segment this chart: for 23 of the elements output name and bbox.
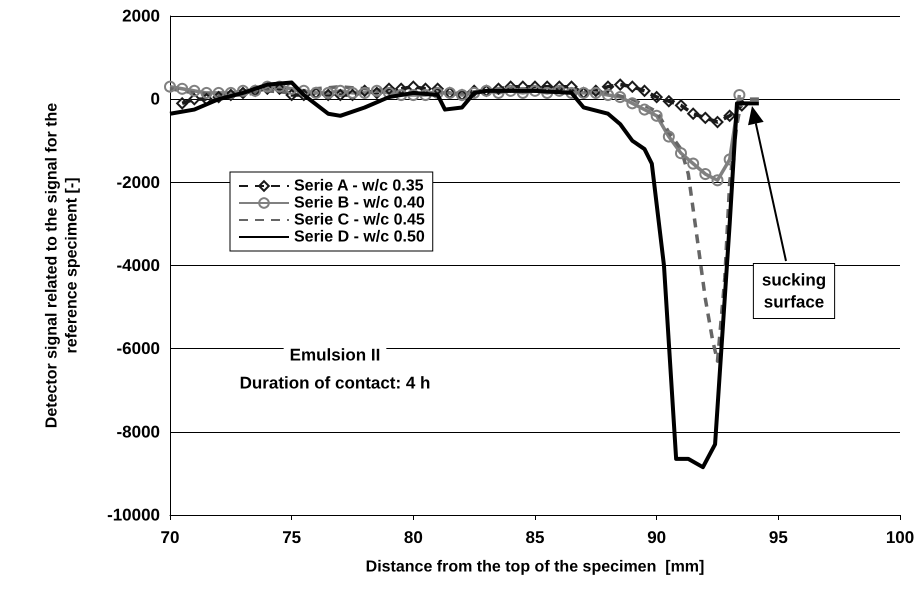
annotation: sucking surface (762, 270, 826, 312)
y-axis-title: Detector signal related to the signal for the reference speciment [-] (44, 102, 80, 428)
x-tick-label: 100 (886, 528, 914, 547)
x-tick-label: 90 (647, 528, 666, 547)
legend-label: Serie C - w/c 0.45 (294, 212, 425, 228)
x-tick-label: 85 (526, 528, 544, 547)
x-tick-label: 70 (160, 528, 180, 547)
legend-label: Serie B - w/c 0.40 (294, 194, 425, 212)
legend-label: Serie A - w/c 0.35 (294, 178, 424, 194)
y-tick-label: -10000 (107, 506, 160, 524)
x-axis-title: Distance from the top of the specimen [mm] (366, 558, 704, 576)
x-tick-label: 75 (282, 528, 302, 547)
annotation: Emulsion II (290, 346, 380, 364)
y-tick-label: 0 (150, 90, 160, 109)
annotation: Duration of contact: 4 h (240, 374, 430, 392)
y-tick-label: -2000 (116, 172, 160, 192)
x-tick-label: 80 (404, 528, 423, 547)
legend-label: Serie D - w/c 0.50 (294, 228, 425, 246)
y-tick-label: -6000 (116, 339, 160, 358)
y-tick-label: -8000 (116, 422, 160, 442)
y-tick-label: -4000 (116, 256, 160, 275)
x-tick-label: 95 (768, 528, 788, 547)
y-tick-label: 2000 (122, 6, 160, 26)
